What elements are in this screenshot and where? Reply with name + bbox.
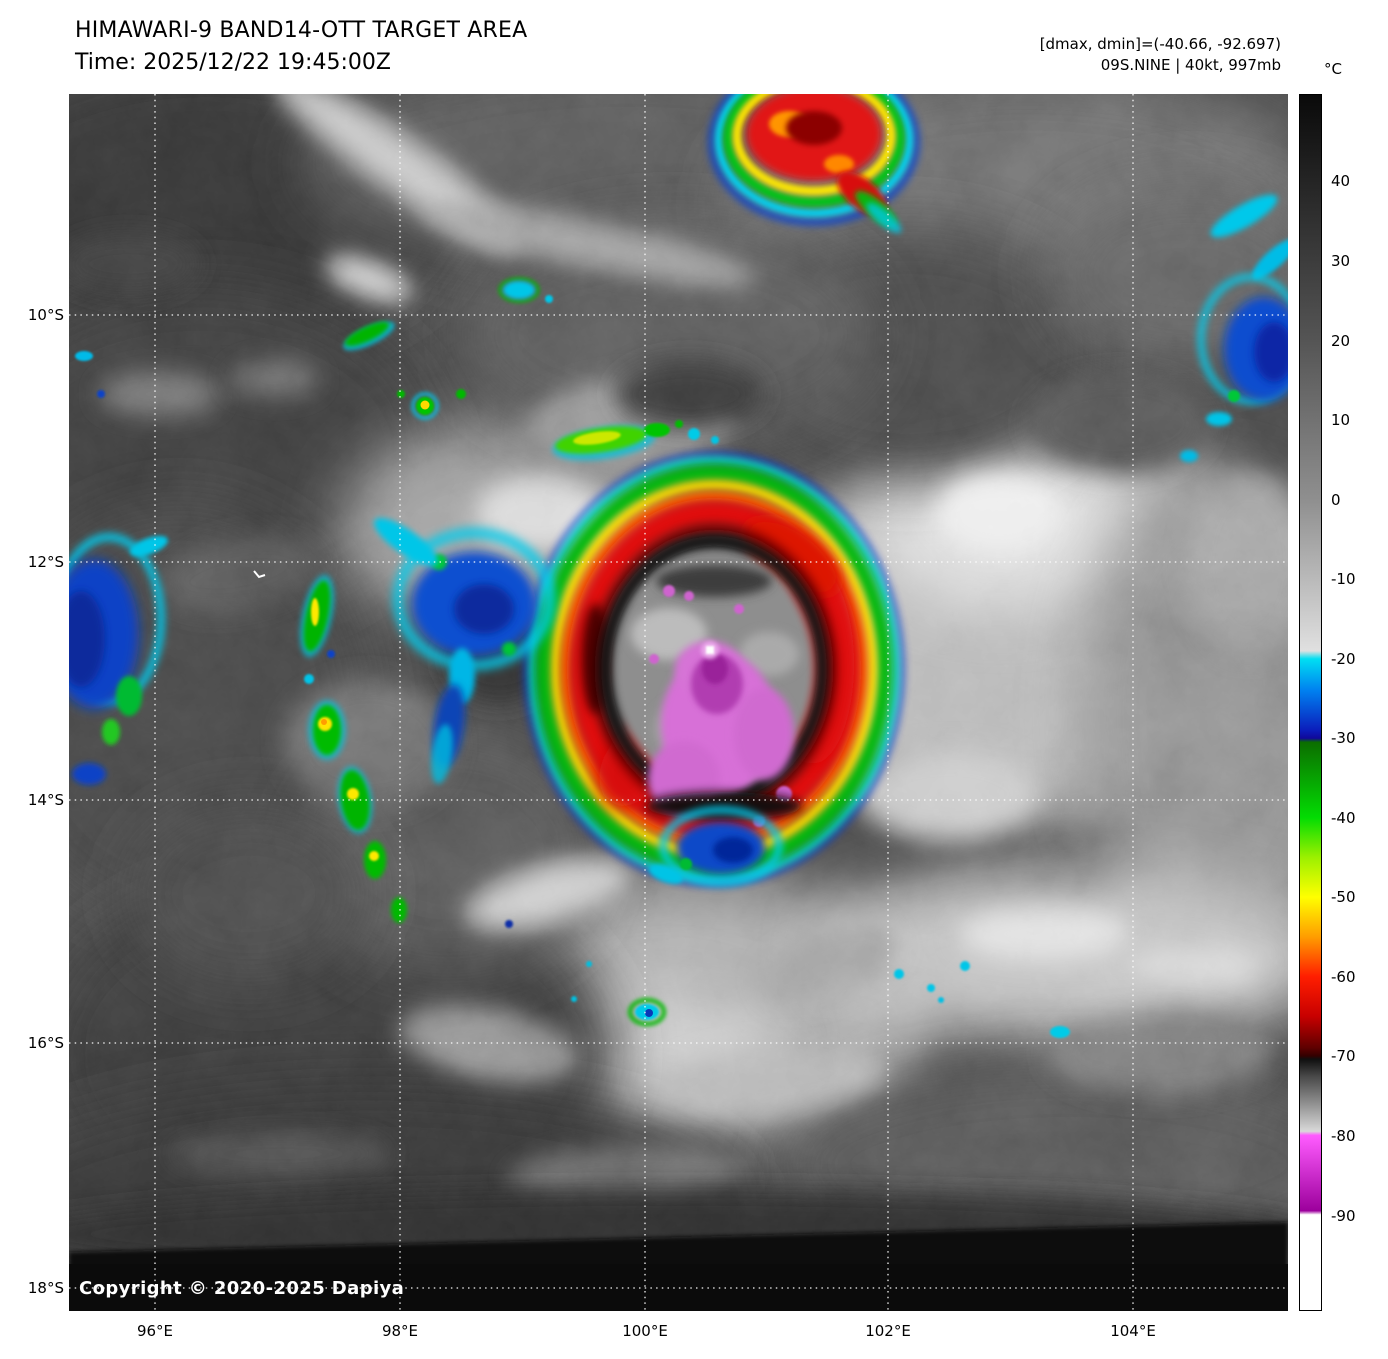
lon-label: 102°E	[865, 1322, 911, 1340]
colorbar-tick-label: -10	[1331, 570, 1356, 589]
colorbar-tick-label: -40	[1331, 808, 1356, 827]
colorbar-tick-label: 30	[1331, 252, 1351, 271]
colorbar-tick-label: -80	[1331, 1127, 1356, 1145]
south-blue-patch	[648, 806, 783, 886]
right-edge-blue-cluster	[1180, 194, 1288, 462]
gridlines	[69, 94, 1288, 1311]
copyright-watermark: Copyright © 2020-2025 Dapiya	[79, 1278, 405, 1299]
lon-label: 100°E	[622, 1322, 668, 1340]
colorbar-tick-label: -90	[1331, 1206, 1356, 1225]
page-title: HIMAWARI-9 BAND14-OTT TARGET AREA	[75, 18, 528, 43]
cold-overshoot-magenta	[648, 585, 794, 839]
coldest-pixel-marker	[701, 641, 719, 659]
lon-label: 96°E	[136, 1322, 174, 1340]
above-cyclone-streaks	[552, 420, 719, 461]
storm-info: 09S.NINE | 40kt, 997mb	[1100, 56, 1281, 74]
colorbar-tick-label: -30	[1331, 729, 1356, 748]
colorbar-tick-label: 20	[1331, 331, 1351, 350]
southern-specks	[75, 351, 1070, 1038]
colorbar-tick-label: -20	[1331, 649, 1356, 668]
header-meta: [dmax, dmin]=(-40.66, -92.697) 09S.NINE …	[1040, 34, 1281, 76]
left-edge-blue-cluster	[69, 533, 168, 785]
lat-label: 16°S	[27, 1034, 64, 1052]
colorbar	[1299, 94, 1322, 1311]
colorbar-tick-label: -50	[1331, 888, 1356, 907]
lon-label: 104°E	[1110, 1322, 1156, 1340]
colorbar-tick-label: 0	[1331, 490, 1341, 509]
lat-label: 10°S	[27, 306, 64, 324]
colorbar-tick-label: -70	[1331, 1047, 1356, 1066]
lat-label: 12°S	[27, 553, 64, 571]
satellite-image	[69, 94, 1288, 1311]
lat-label: 14°S	[27, 791, 64, 809]
timestamp: Time: 2025/12/22 19:45:00Z	[75, 50, 391, 75]
lon-label: 98°E	[381, 1322, 419, 1340]
west-green-cells	[299, 574, 407, 923]
colorbar-tick-label: 10	[1331, 411, 1351, 430]
cyclone	[523, 451, 905, 887]
colorbar-tick-label: 40	[1331, 172, 1351, 191]
colorbar-unit: °C	[1324, 60, 1342, 78]
dmax-dmin-readout: [dmax, dmin]=(-40.66, -92.697)	[1039, 35, 1281, 53]
upper-left-specks	[253, 277, 553, 579]
cloud-texture	[69, 94, 1288, 1311]
lat-label: 18°S	[27, 1279, 64, 1297]
north-convective-cell	[708, 94, 920, 234]
satellite-map: Copyright © 2020-2025 Dapiya	[69, 94, 1288, 1311]
colorbar-tick-label: -60	[1331, 967, 1356, 986]
west-blue-cluster	[374, 518, 555, 784]
colorbar-tick-labels: 40 30 20 10 0 -10 -20 -30 -40 -50 -60 -70 -80 -90	[1331, 94, 1385, 1311]
